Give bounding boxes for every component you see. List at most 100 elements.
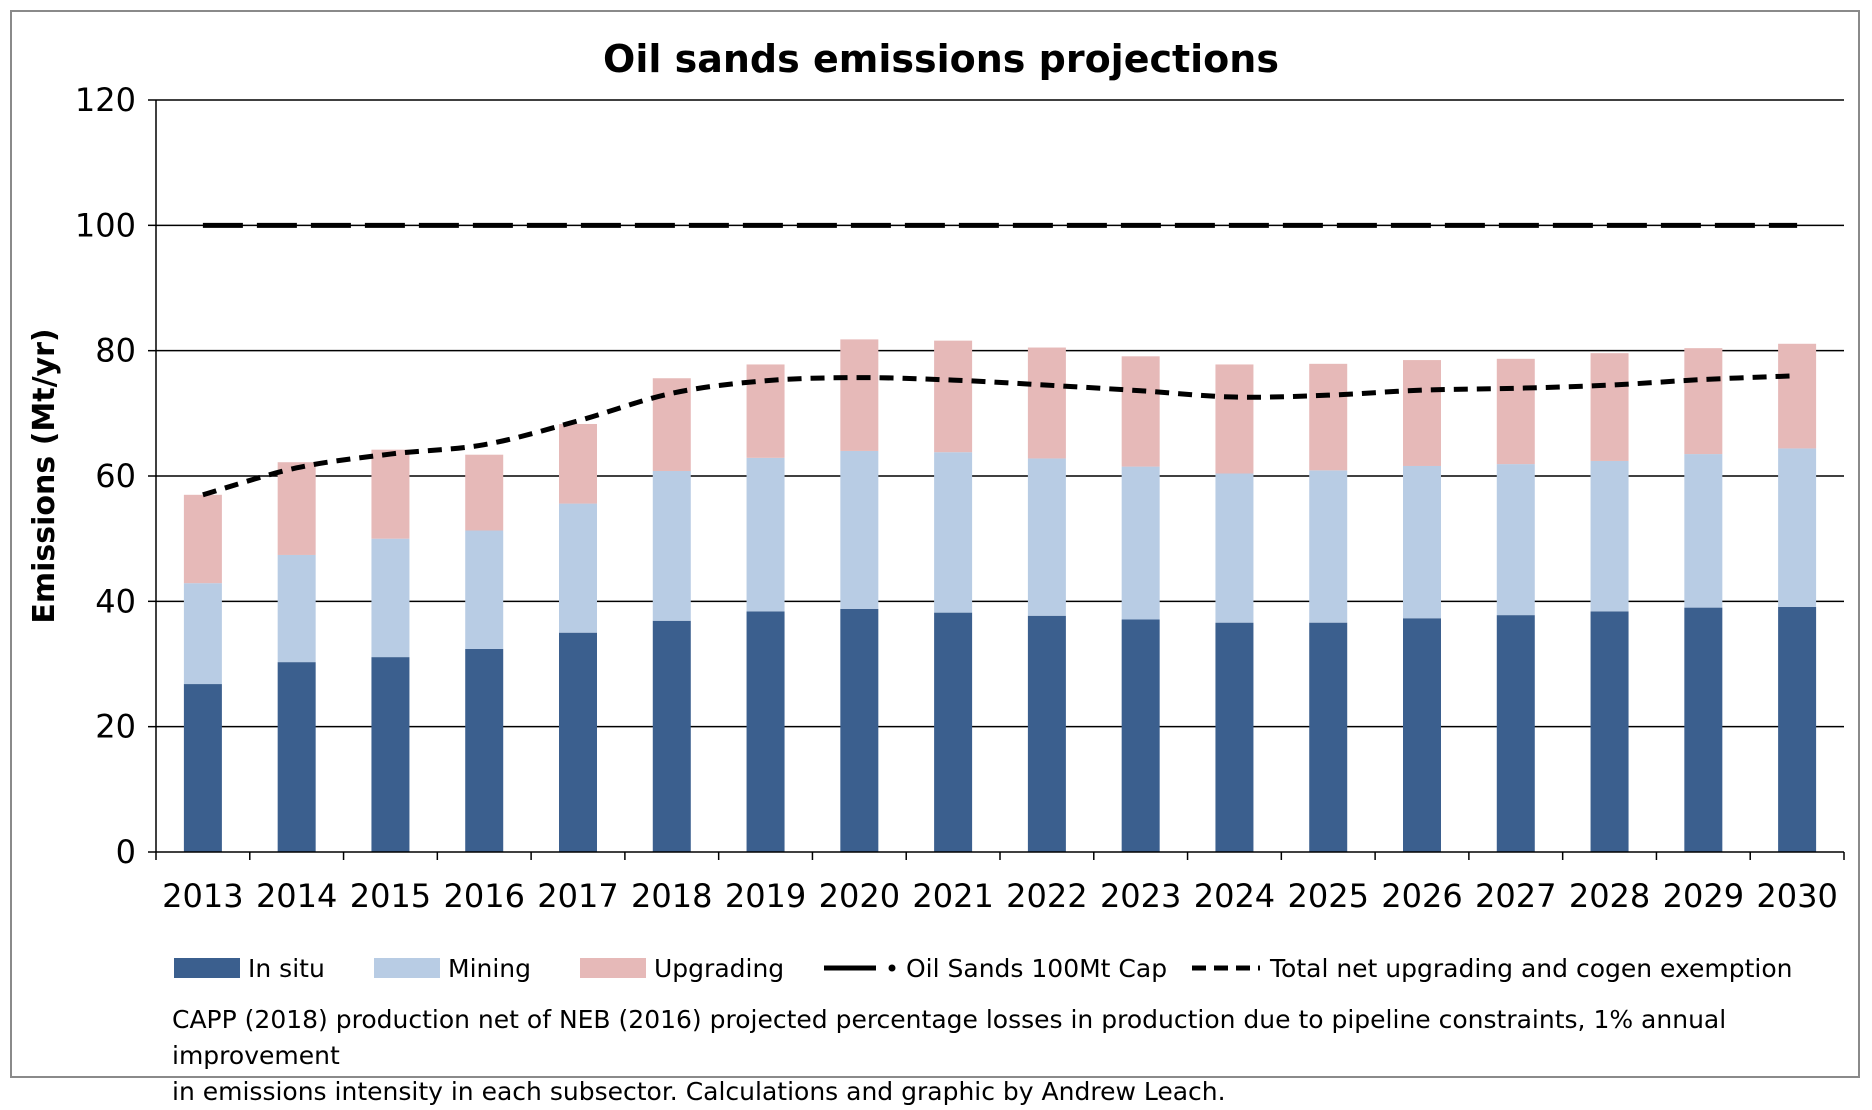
bar-in-situ (1496, 615, 1535, 852)
bar-in-situ (840, 608, 879, 852)
bar-in-situ (1590, 611, 1629, 852)
legend-label: In situ (248, 954, 325, 983)
bar-mining (1121, 466, 1160, 620)
legend-item: In situ (174, 954, 325, 983)
bar-in-situ (652, 620, 691, 852)
bar-upgrading (1403, 360, 1441, 466)
x-tick-label: 2027 (1475, 877, 1556, 915)
legend-label: Mining (448, 954, 531, 983)
y-tick-label: 0 (116, 833, 136, 871)
x-tick-label: 2020 (819, 877, 900, 915)
bar-mining (1496, 464, 1535, 616)
bar-in-situ (746, 611, 785, 852)
bar-mining (371, 538, 410, 658)
legend-swatch (374, 958, 440, 978)
bar-mining (559, 503, 597, 633)
x-tick-label: 2021 (912, 877, 993, 915)
bar-upgrading (1778, 343, 1817, 449)
bar-in-situ (183, 684, 222, 852)
y-tick-label: 60 (95, 457, 136, 495)
x-tick-label: 2029 (1663, 877, 1744, 915)
bar-mining (840, 450, 879, 609)
bar-upgrading (1684, 348, 1723, 455)
axis-layer: 0 20 40 60 80 100 120 2013 2014 2015 2016 2017 2018 2… (75, 81, 1845, 915)
bar-in-situ (371, 657, 410, 852)
line-layer (202, 222, 1798, 498)
bar-mining (1309, 470, 1348, 623)
note-line-2: in emissions intensity in each subsector… (172, 1077, 1226, 1106)
bar-mining (934, 452, 973, 613)
bar-in-situ (559, 632, 597, 852)
x-tick-label: 2023 (1100, 877, 1181, 915)
legend-swatch (580, 958, 646, 978)
bar-mining (465, 530, 504, 649)
bar-upgrading (1309, 363, 1348, 471)
x-tick-label: 2028 (1569, 877, 1650, 915)
y-tick-label: 100 (75, 206, 136, 244)
bar-upgrading (277, 462, 316, 555)
y-tick-label: 120 (75, 81, 136, 119)
x-tick-label: 2015 (350, 877, 431, 915)
bar-upgrading (1121, 356, 1160, 467)
bar-upgrading (559, 423, 597, 504)
x-tick-label: 2019 (725, 877, 806, 915)
x-tick-label: 2018 (631, 877, 712, 915)
bar-in-situ (1684, 607, 1723, 852)
x-tick-label: 2030 (1756, 877, 1837, 915)
chart-frame: Oil sands emissions projections Emission… (10, 10, 1860, 1106)
chart-svg: Oil sands emissions projections Emission… (27, 37, 1845, 983)
x-tick-label: 2024 (1194, 877, 1275, 915)
bar-upgrading (934, 340, 973, 453)
legend: In situ Mining Upgrading Oil Sands 100Mt Ca… (174, 954, 1793, 983)
x-tick-label: 2026 (1381, 877, 1462, 915)
note-line-1: CAPP (2018) production net of NEB (2016)… (172, 1005, 1727, 1070)
x-tick-label: 2016 (444, 877, 525, 915)
legend-item: Upgrading (580, 954, 784, 983)
bar-in-situ (1121, 619, 1160, 852)
bar-upgrading (371, 449, 410, 539)
bar-upgrading (1496, 358, 1535, 465)
bar-layer (183, 339, 1817, 852)
bar-mining (652, 470, 691, 621)
bar-mining (277, 554, 316, 663)
bar-upgrading (183, 494, 222, 584)
chart-title: Oil sands emissions projections (603, 37, 1279, 81)
bar-mining (183, 583, 222, 685)
line-total-net-exemption (202, 373, 1798, 498)
bar-upgrading (465, 454, 504, 531)
bar-mining (1684, 454, 1723, 608)
legend-label: Upgrading (654, 954, 784, 983)
bar-in-situ (1403, 618, 1441, 852)
bar-in-situ (1309, 622, 1348, 852)
legend-label: Oil Sands 100Mt Cap (906, 954, 1167, 983)
bar-in-situ (1027, 615, 1066, 852)
bar-in-situ (1778, 606, 1817, 852)
bar-upgrading (840, 339, 879, 451)
x-tick-label: 2025 (1288, 877, 1369, 915)
x-tick-label: 2017 (537, 877, 618, 915)
y-axis-label: Emissions (Mt/yr) (27, 328, 62, 623)
bar-in-situ (1215, 622, 1254, 852)
y-tick-label: 80 (95, 332, 136, 370)
bar-upgrading (1590, 353, 1629, 461)
bar-in-situ (465, 648, 504, 852)
x-tick-label: 2014 (256, 877, 337, 915)
legend-swatch (174, 958, 240, 978)
legend-label: Total net upgrading and cogen exemption (1269, 954, 1793, 983)
legend-item: Total net upgrading and cogen exemption (1192, 954, 1793, 983)
bar-mining (1590, 460, 1629, 612)
y-tick-label: 40 (95, 582, 136, 620)
legend-item: Oil Sands 100Mt Cap (824, 954, 1167, 983)
x-tick-label: 2013 (162, 877, 243, 915)
y-tick-label: 20 (95, 708, 136, 746)
x-tick-label: 2022 (1006, 877, 1087, 915)
bar-mining (746, 457, 785, 612)
bar-mining (1027, 458, 1066, 616)
bar-upgrading (1027, 347, 1066, 459)
chart-note: CAPP (2018) production net of NEB (2016)… (172, 1002, 1852, 1110)
bar-mining (1403, 465, 1441, 619)
legend-item: Mining (374, 954, 531, 983)
bar-upgrading (1215, 364, 1254, 474)
bar-mining (1778, 448, 1817, 607)
bar-in-situ (277, 662, 316, 852)
